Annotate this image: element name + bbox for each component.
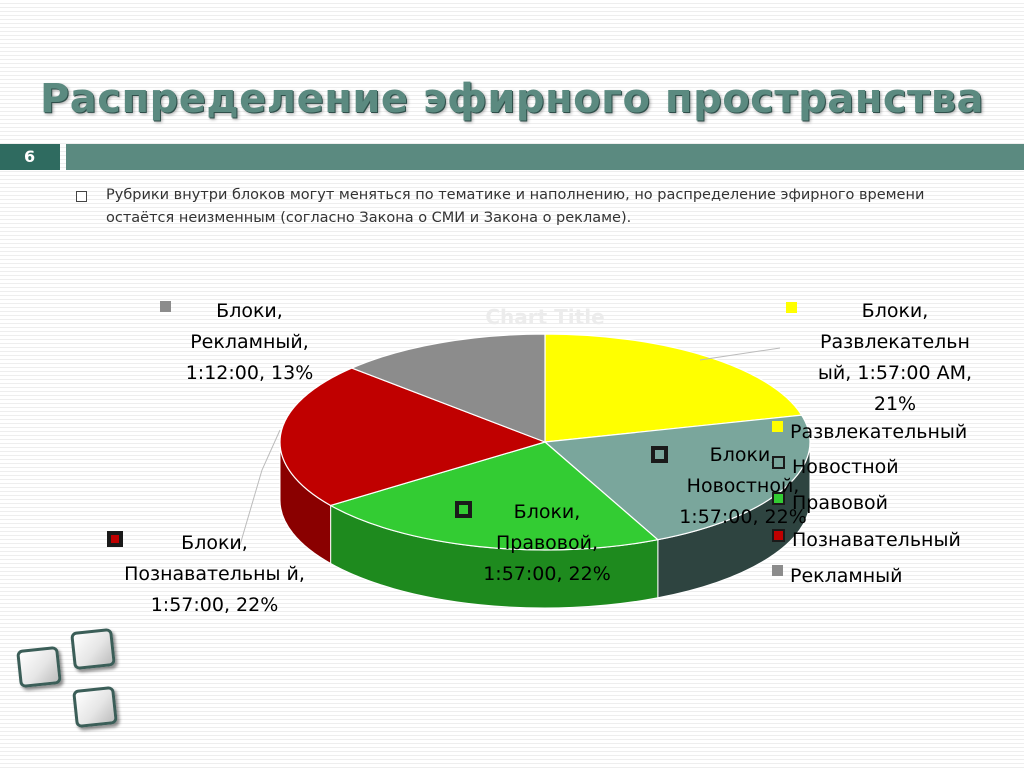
pie-slice-Познавательный — [279, 367, 547, 507]
chart-title: Chart Title — [485, 305, 604, 329]
legend-label: Развлекательный — [790, 421, 968, 443]
pie-slice-Развлекательный — [544, 333, 803, 443]
data-label-cognitive: Блоки, Познавательны й, 1:57:00, 22% — [124, 532, 305, 616]
legend-swatch-entertainment — [772, 421, 783, 432]
legend-swatch-cognitive — [772, 529, 785, 542]
label-marker-entertainment — [786, 302, 797, 313]
legend-item-entertainment: Развлекательный — [772, 419, 967, 445]
leader-line-0 — [699, 347, 781, 361]
leader-lines — [239, 347, 781, 546]
data-label-news: Блоки, Новостной, 1:57:00, 22% — [679, 444, 807, 528]
label-marker-cognitive — [107, 531, 123, 547]
legend-item-ads: Рекламный — [772, 563, 903, 589]
decorative-tile-2 — [70, 627, 116, 671]
pie-slice-Новостной — [543, 414, 811, 541]
header-bar — [66, 144, 1024, 170]
slide-number: 6 — [24, 147, 36, 166]
pie-slice-Правовой — [329, 441, 660, 551]
legend-item-cognitive: Познавательный — [772, 527, 961, 553]
data-label-legal: Блоки, Правовой, 1:57:00, 22% — [483, 501, 611, 585]
legend-label: Рекламный — [790, 565, 903, 587]
pie-slice-Рекламный — [350, 333, 546, 443]
legend-item-legal: Правовой — [772, 490, 888, 516]
slide-title: Распределение эфирного пространства — [39, 76, 985, 122]
pie-side-walls — [279, 441, 811, 609]
decorative-tile-3 — [72, 685, 118, 729]
legend-item-news: Новостной — [772, 454, 899, 480]
label-marker-ads — [160, 301, 171, 312]
label-marker-legal — [455, 501, 472, 518]
label-marker-news — [651, 446, 668, 463]
slide-number-box — [0, 144, 60, 170]
data-label-ads: Блоки, Рекламный, 1:12:00, 13% — [185, 300, 314, 384]
legend-label: Познавательный — [792, 529, 961, 551]
legend-swatch-ads — [772, 565, 783, 576]
legend-label: Новостной — [792, 456, 899, 478]
leader-line-1 — [239, 429, 281, 546]
pie-top-slices — [279, 333, 811, 551]
bullet-square-icon — [76, 191, 87, 202]
legend-swatch-news — [772, 456, 785, 469]
legend-swatch-legal — [772, 492, 785, 505]
decorative-tile-1 — [16, 645, 62, 689]
legend-label: Правовой — [792, 492, 888, 514]
data-label-entertainment: Блоки, Развлекательн ый, 1:57:00 AM, 21% — [817, 300, 973, 415]
bullet-text: Рубрики внутри блоков могут меняться по … — [106, 187, 925, 226]
